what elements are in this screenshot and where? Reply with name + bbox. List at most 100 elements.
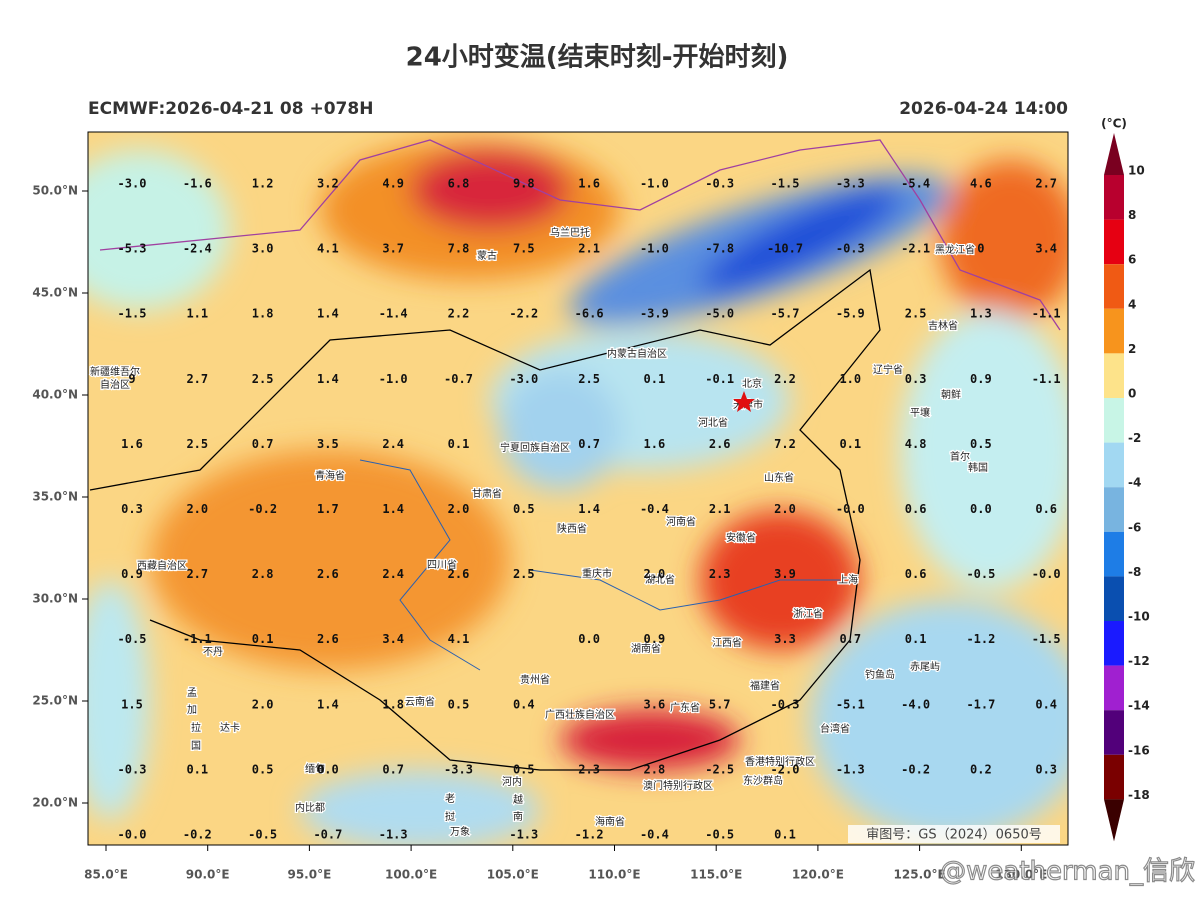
place-name: 湖北省 xyxy=(645,573,675,586)
grid-value: 2.6 xyxy=(317,632,339,646)
grid-value: 3.2 xyxy=(317,177,339,191)
grid-value: 2.5 xyxy=(578,372,600,386)
place-name: 广西壮族自治区 xyxy=(545,708,615,721)
grid-value: 4.9 xyxy=(382,177,404,191)
watermark: @weatherman_信欣 xyxy=(940,857,1195,887)
grid-value: 1.1 xyxy=(186,307,208,321)
grid-value: -1.0 xyxy=(640,242,669,256)
grid-value: -1.2 xyxy=(575,828,604,842)
grid-value: 0.2 xyxy=(970,762,992,776)
grid-value: -0.3 xyxy=(771,697,800,711)
stamp: 审图号：GS（2024）0650号 xyxy=(866,828,1042,843)
grid-value: 2.3 xyxy=(709,567,731,581)
grid-value: 9 xyxy=(128,372,135,386)
lon-label: 95.0°E xyxy=(287,868,331,882)
grid-value: 2.2 xyxy=(448,307,470,321)
colorbar-label: 4 xyxy=(1128,297,1136,311)
colorbar-segment xyxy=(1104,353,1124,398)
place-name: 海南省 xyxy=(595,815,625,828)
place-name: 贵州省 xyxy=(520,673,550,686)
colorbar-segment xyxy=(1104,175,1124,220)
lat-label: 40.0°N xyxy=(32,388,78,402)
grid-value: 2.8 xyxy=(252,567,274,581)
colorbar-label: 10 xyxy=(1128,164,1145,178)
lat-label: 30.0°N xyxy=(32,592,78,606)
grid-value: 2.6 xyxy=(448,567,470,581)
colorbar-label: -18 xyxy=(1128,788,1150,802)
grid-value: -10.7 xyxy=(767,242,803,256)
grid-value: -3.0 xyxy=(118,177,147,191)
place-name: 香港特别行政区 xyxy=(745,755,815,768)
place-name: 福建省 xyxy=(750,679,780,692)
grid-value: 0.4 xyxy=(1035,697,1057,711)
grid-value: 1.4 xyxy=(317,372,339,386)
grid-value: -6.6 xyxy=(575,307,604,321)
grid-value: 0.1 xyxy=(905,632,927,646)
colorbar-label: -10 xyxy=(1128,610,1150,624)
grid-value: -5.0 xyxy=(705,307,734,321)
lon-label: 85.0°E xyxy=(84,868,128,882)
grid-value: -3.3 xyxy=(836,177,865,191)
place-name: 缅甸 xyxy=(305,762,325,775)
grid-value: 1.3 xyxy=(970,307,992,321)
lat-label: 25.0°N xyxy=(32,694,78,708)
stamp-box xyxy=(848,825,1060,843)
grid-value: 0.5 xyxy=(513,762,535,776)
grid-value: 2.0 xyxy=(644,567,666,581)
colorbar-segment xyxy=(1104,487,1124,532)
colorbar-segment xyxy=(1104,710,1124,755)
grid-value: -0.0 xyxy=(118,828,147,842)
place-name: 钓鱼岛 xyxy=(865,668,895,681)
map-frame xyxy=(87,131,1069,846)
grid-value: -0.3 xyxy=(836,242,865,256)
grid-value: 0.0 xyxy=(317,762,339,776)
grid-value: 2.3 xyxy=(578,762,600,776)
colorbar-label: 2 xyxy=(1128,342,1136,356)
grid-value: -0.2 xyxy=(248,502,277,516)
grid-value: 2.0 xyxy=(186,502,208,516)
grid-value: -0.2 xyxy=(901,762,930,776)
grid-value: -4.0 xyxy=(901,697,930,711)
colorbar-segment xyxy=(1104,264,1124,309)
grid-value: 0.1 xyxy=(644,372,666,386)
grid-value: -2.2 xyxy=(509,307,538,321)
grid-value: 0.9 xyxy=(121,567,143,581)
place-name: 韩国 xyxy=(968,461,988,474)
grid-value: 2.8 xyxy=(644,762,666,776)
grid-value: -5.7 xyxy=(771,307,800,321)
grid-value: 0.5 xyxy=(513,502,535,516)
grid-value: -1.3 xyxy=(379,828,408,842)
grid-value: 2.6 xyxy=(317,567,339,581)
grid-value: 0.0 xyxy=(578,632,600,646)
grid-value: -0.7 xyxy=(313,828,342,842)
colorbar-segment xyxy=(1104,754,1124,800)
lon-label: 130.0°E xyxy=(995,868,1047,882)
lon-label: 120.0°E xyxy=(792,868,844,882)
grid-value: 4.6 xyxy=(970,177,992,191)
lon-label: 110.0°E xyxy=(588,868,640,882)
grid-value: 0 xyxy=(977,242,984,256)
place-name: 江西省 xyxy=(712,636,742,649)
grid-value: -1.1 xyxy=(183,632,212,646)
place-name: 青海省 xyxy=(315,469,345,482)
grid-value: -0.5 xyxy=(705,828,734,842)
grid-value: -1.1 xyxy=(1032,372,1061,386)
grid-value: 3.4 xyxy=(1035,242,1057,256)
grid-value: -3.9 xyxy=(640,307,669,321)
grid-value: -3.3 xyxy=(444,762,473,776)
grid-value: 1.8 xyxy=(382,697,404,711)
grid-value: -1.6 xyxy=(183,177,212,191)
colorbar-label: -12 xyxy=(1128,654,1150,668)
colorbar-segment xyxy=(1104,308,1124,354)
grid-value: 0.7 xyxy=(252,437,274,451)
grid-value: 0.7 xyxy=(839,632,861,646)
grid-value: 4.1 xyxy=(317,242,339,256)
place-name: 南 xyxy=(513,810,523,823)
colorbar-segment xyxy=(1104,531,1124,577)
lon-label: 90.0°E xyxy=(186,868,230,882)
place-name: 西藏自治区 xyxy=(137,559,187,572)
grid-value: 1.4 xyxy=(317,307,339,321)
grid-value: -1.1 xyxy=(1032,307,1061,321)
grid-value: 2.5 xyxy=(513,567,535,581)
lat-label: 50.0°N xyxy=(32,184,78,198)
